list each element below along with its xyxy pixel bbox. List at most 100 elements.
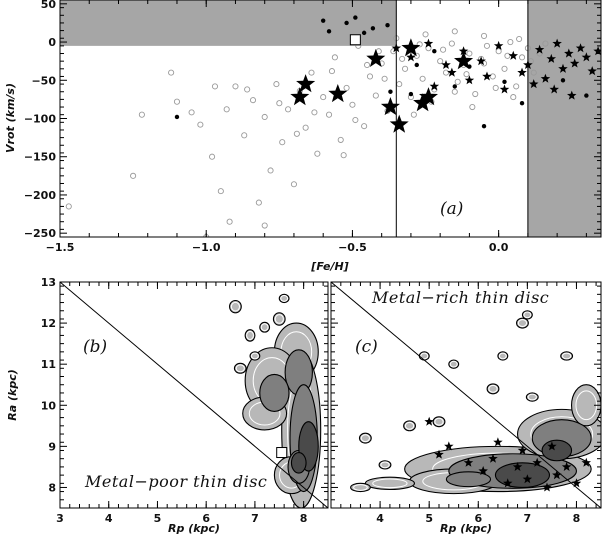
panel-b-tag: (b) <box>83 337 107 357</box>
filled-circle-point <box>414 62 419 68</box>
star-point-small <box>424 416 434 426</box>
open-circle-point <box>504 52 511 59</box>
y-tick-label: −250 <box>24 227 57 240</box>
open-circle-point <box>396 81 403 88</box>
star-point-small <box>508 50 518 60</box>
open-circle-point <box>381 75 388 82</box>
star-point-large <box>328 84 348 103</box>
star-point-small <box>429 81 440 91</box>
y-tick-label: 0 <box>48 36 56 49</box>
open-circle-point <box>361 123 368 130</box>
diagonal-line <box>331 282 601 508</box>
contour-inner-ring <box>235 364 245 373</box>
open-circle-point <box>223 106 230 113</box>
axis-ticks: 3 4 5 6 7 8 8 9 10 11 12 13 <box>41 276 328 525</box>
star-point-small <box>552 38 562 48</box>
open-circle-point <box>440 46 447 53</box>
contour-inner-ring <box>562 352 572 360</box>
star-point-large <box>366 48 386 67</box>
filled-circle-point <box>519 101 525 106</box>
contour-level-2 <box>445 471 492 488</box>
y-tick-label: 50 <box>41 0 57 11</box>
star-point-small <box>529 79 539 89</box>
contour-inner-ring <box>280 295 289 302</box>
x-tick-label: 6 <box>474 512 482 525</box>
x-tick-label: 5 <box>425 512 433 525</box>
contour-inner-ring <box>420 352 429 360</box>
open-circle-point <box>65 203 72 210</box>
contour-inner-ring <box>246 330 254 340</box>
open-circle-point <box>249 97 257 104</box>
star-point-large <box>419 87 438 106</box>
axis-ticks: 4 5 6 7 8 <box>330 281 601 525</box>
star-point-small <box>482 71 492 81</box>
scatter-points <box>65 15 601 237</box>
diagonal-line <box>60 282 328 508</box>
star-point-small <box>549 84 559 94</box>
open-circle-point <box>463 71 470 78</box>
star-point-large <box>290 87 310 106</box>
filled-circle-point <box>584 93 589 98</box>
filled-circle-point <box>408 91 414 97</box>
y-tick-label: −50 <box>31 74 56 87</box>
contour-inner-ring <box>380 461 390 469</box>
open-circle-point <box>138 111 145 118</box>
star-point-small <box>478 466 488 476</box>
star-point-small <box>522 474 533 484</box>
y-axis-label-b: Ra (kpc) <box>6 369 19 421</box>
open-circle-point <box>518 54 526 61</box>
star-point-small <box>458 46 469 56</box>
metal-poor-square-marker <box>349 34 361 46</box>
open-circle-point <box>483 42 491 49</box>
open-circle-point <box>472 90 479 98</box>
filled-circle-point <box>385 23 390 28</box>
open-circle-point <box>492 84 499 91</box>
x-axis-label-b: Rp (kpc) <box>168 522 220 535</box>
star-point-small <box>561 461 572 471</box>
open-circle-point <box>513 83 520 90</box>
open-circle-point <box>209 153 216 160</box>
x-tick-label: 5 <box>154 512 162 525</box>
y-tick-label: −100 <box>24 113 57 126</box>
open-circle-point <box>276 100 283 107</box>
star-point-small <box>447 67 457 77</box>
star-point-small <box>564 48 574 58</box>
open-circle-point <box>480 32 488 39</box>
y-tick-label: −150 <box>24 151 57 164</box>
density-contours <box>350 310 601 495</box>
open-circle-point <box>530 69 537 76</box>
open-circle-point <box>489 73 496 80</box>
open-circle-point <box>542 40 549 47</box>
pericentre-limit-line <box>60 282 328 508</box>
star-point-small <box>552 470 562 480</box>
open-circle-point <box>469 103 476 111</box>
contour-inner-ring <box>372 478 408 489</box>
contour-inner-ring <box>434 417 444 426</box>
star-point-small <box>581 52 592 62</box>
x-tick-label: 0.0 <box>489 241 509 254</box>
x-tick-label: 7 <box>524 512 532 525</box>
star-point-small <box>493 40 504 50</box>
contour-inner-ring <box>260 323 269 332</box>
star-point-small <box>581 457 591 467</box>
filled-circle-point <box>361 30 367 36</box>
filled-circle-point <box>502 79 507 85</box>
star-point-small <box>569 58 580 68</box>
star-point-small <box>517 67 527 77</box>
star-point-small <box>517 445 528 455</box>
open-circle-point <box>343 84 350 91</box>
star-point-small <box>488 453 498 463</box>
open-circle-point <box>454 78 461 85</box>
star-point-large <box>380 97 400 116</box>
star-point-small <box>534 44 545 54</box>
star-point-large <box>389 114 409 133</box>
open-circle-point <box>311 109 318 116</box>
open-circle-point <box>168 69 175 76</box>
star-point-small <box>540 73 551 83</box>
filled-circle-point <box>326 29 332 34</box>
shaded-regions <box>60 0 601 237</box>
open-circle-point <box>349 101 356 108</box>
panel-b-title: Metal−poor thin disc <box>84 472 267 491</box>
open-circle-point <box>244 86 251 93</box>
open-circle-point <box>173 98 181 105</box>
